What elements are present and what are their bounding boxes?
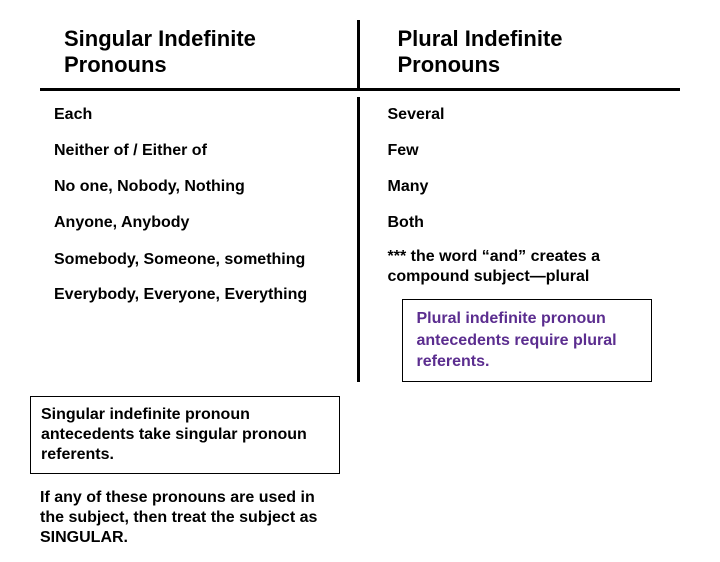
right-item: Few (384, 133, 671, 169)
left-header-cell: Singular Indefinite Pronouns (40, 20, 360, 88)
bottom-left-area: Singular indefinite pronoun antecedents … (30, 388, 340, 562)
left-item: Anyone, Anybody (50, 205, 337, 241)
left-item: Everybody, Everyone, Everything (50, 279, 337, 314)
singular-subject-note: If any of these pronouns are used in the… (30, 482, 340, 554)
header-row: Singular Indefinite Pronouns Plural Inde… (0, 0, 720, 88)
right-item: Many (384, 169, 671, 205)
left-item: Neither of / Either of (50, 133, 337, 169)
right-item: Both (384, 205, 671, 241)
body-row: Each Neither of / Either of No one, Nobo… (0, 91, 720, 382)
right-column: Several Few Many Both *** the word “and”… (360, 97, 681, 382)
left-item: No one, Nobody, Nothing (50, 169, 337, 205)
left-item: Somebody, Someone, something (50, 241, 337, 279)
singular-rule-box: Singular indefinite pronoun antecedents … (30, 396, 340, 474)
right-header: Plural Indefinite Pronouns (384, 20, 671, 88)
plural-rule-box: Plural indefinite pronoun antecedents re… (402, 299, 652, 382)
compound-note: *** the word “and” creates a compound su… (384, 241, 671, 293)
left-item: Each (50, 97, 337, 133)
left-column: Each Neither of / Either of No one, Nobo… (40, 97, 360, 382)
left-header: Singular Indefinite Pronouns (50, 20, 337, 88)
right-header-cell: Plural Indefinite Pronouns (360, 20, 681, 88)
right-item: Several (384, 97, 671, 133)
